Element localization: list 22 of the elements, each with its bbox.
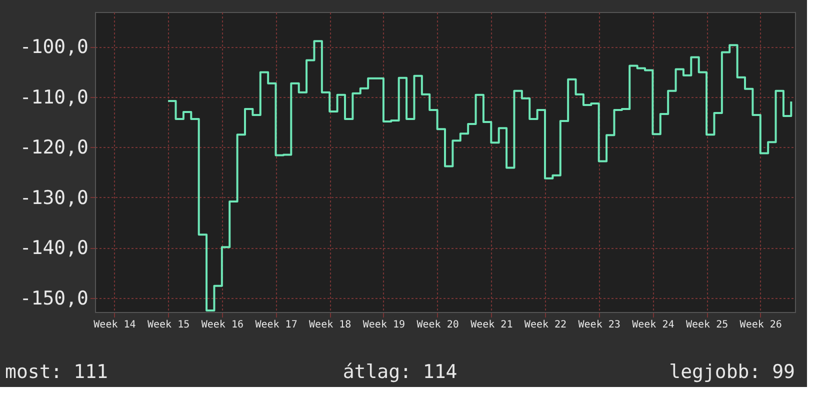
text: átlag: 114 xyxy=(342,361,458,383)
x-tick-label: Week 18 xyxy=(309,320,352,330)
x-tick-label: Week 14 xyxy=(94,320,136,330)
y-tick-label: -110,0 xyxy=(20,86,88,108)
y-tick-label: -130,0 xyxy=(20,186,88,209)
x-tick-label: Week 21 xyxy=(470,320,513,330)
x-tick-label: Week 19 xyxy=(362,320,406,330)
y-tick-label: -150,0 xyxy=(20,287,88,310)
y-tick-label: -120,0 xyxy=(20,136,88,159)
y-tick-label: -100,0 xyxy=(20,36,88,58)
x-tick-label: Week 17 xyxy=(255,320,298,330)
x-tick-label: Week 22 xyxy=(524,320,567,330)
x-tick-label: Week 24 xyxy=(632,320,674,330)
x-tick-label: Week 15 xyxy=(148,320,190,330)
x-tick-label: Week 23 xyxy=(578,320,620,330)
x-tick-label: Week 20 xyxy=(416,320,459,330)
text: legjobb: 99 xyxy=(669,361,795,383)
text: most: 111 xyxy=(5,361,108,383)
x-tick-label: Week 26 xyxy=(740,320,782,330)
y-tick-label: -140,0 xyxy=(20,237,88,260)
x-tick-label: Week 16 xyxy=(201,320,244,330)
x-tick-label: Week 25 xyxy=(686,320,728,330)
